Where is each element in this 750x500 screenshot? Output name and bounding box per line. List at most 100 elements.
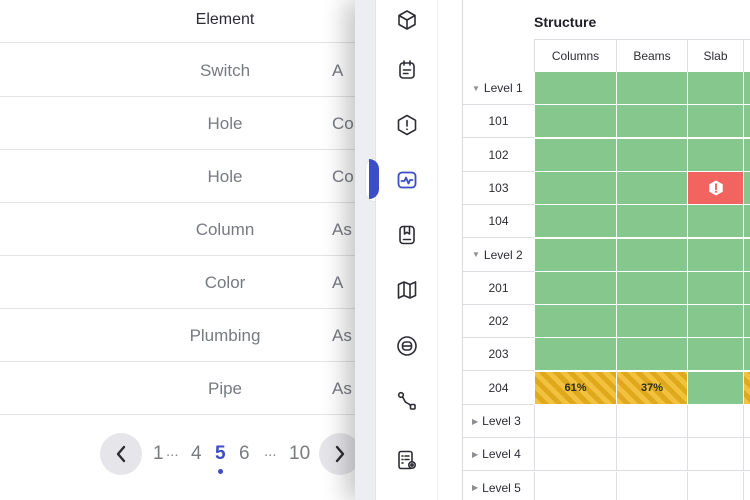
list-item[interactable]: Column As bbox=[0, 203, 360, 256]
status-cell-done[interactable] bbox=[743, 271, 750, 305]
status-cell-empty[interactable] bbox=[687, 405, 743, 438]
status-cell-done[interactable] bbox=[687, 238, 743, 272]
level-group-row[interactable]: ▶ Level 4 bbox=[463, 438, 534, 472]
column-header-beams[interactable]: Beams bbox=[616, 39, 687, 72]
rail-item-routes[interactable] bbox=[376, 381, 438, 421]
status-cell-done[interactable] bbox=[616, 205, 687, 239]
status-cell-done[interactable] bbox=[534, 205, 616, 239]
status-cell-done[interactable] bbox=[743, 238, 750, 272]
status-cell-empty[interactable] bbox=[616, 438, 687, 472]
caret-down-icon[interactable]: ▼ bbox=[472, 250, 480, 259]
level-group-row[interactable]: ▼ Level 2 bbox=[463, 239, 534, 272]
status-cell-done[interactable] bbox=[616, 305, 687, 339]
list-item[interactable]: Color A bbox=[0, 256, 360, 309]
status-cell-done[interactable] bbox=[534, 338, 616, 372]
status-cell-empty[interactable] bbox=[616, 405, 687, 438]
caret-right-icon[interactable]: ▶ bbox=[472, 449, 479, 459]
list-item[interactable]: Switch A bbox=[0, 44, 360, 97]
rail-item-model[interactable] bbox=[376, 0, 438, 40]
unit-row-label: 204 bbox=[463, 372, 534, 405]
status-cell-partial[interactable]: 61% bbox=[534, 371, 616, 405]
grid-group-title: Structure bbox=[534, 14, 597, 30]
rail-item-saved[interactable] bbox=[376, 215, 438, 255]
rail-item-progress[interactable] bbox=[376, 160, 438, 200]
status-cell-empty[interactable] bbox=[534, 471, 616, 500]
caret-right-icon[interactable]: ▶ bbox=[472, 483, 479, 493]
status-cell-done[interactable] bbox=[534, 171, 616, 205]
level-group-row[interactable]: ▼ Level 1 bbox=[463, 72, 534, 105]
page-4[interactable]: 4 bbox=[191, 443, 202, 464]
pagination: 1 ... 4 5 6 ... 10 bbox=[0, 427, 361, 483]
status-cell-empty[interactable] bbox=[687, 438, 743, 472]
level-group-row[interactable]: ▶ Level 5 bbox=[463, 472, 534, 500]
status-cell-done[interactable] bbox=[743, 105, 750, 139]
status-cell-done[interactable] bbox=[687, 105, 743, 139]
status-cell-done[interactable] bbox=[687, 271, 743, 305]
status-cell-done[interactable] bbox=[534, 305, 616, 339]
rail-item-issues[interactable] bbox=[376, 105, 438, 145]
status-cell-done[interactable] bbox=[687, 371, 743, 405]
prev-page-button[interactable] bbox=[100, 433, 142, 475]
column-header-slab[interactable]: Slab bbox=[687, 39, 743, 72]
caret-right-icon[interactable]: ▶ bbox=[472, 416, 479, 426]
status-cell-partial[interactable]: 37% bbox=[616, 371, 687, 405]
list-item[interactable]: Hole Co bbox=[0, 150, 360, 203]
status-cell-partial[interactable] bbox=[743, 371, 750, 405]
rail-item-map[interactable] bbox=[376, 270, 438, 310]
rail-item-schedule[interactable] bbox=[376, 50, 438, 90]
status-cell-done[interactable] bbox=[687, 138, 743, 172]
rail-item-reports[interactable] bbox=[376, 440, 438, 480]
calendar-note-icon bbox=[399, 60, 415, 79]
rail-item-records[interactable] bbox=[376, 326, 438, 366]
status-cell-done[interactable] bbox=[687, 305, 743, 339]
status-cell-done[interactable] bbox=[687, 338, 743, 372]
progress-grid: Structure Columns Beams Slab ▼ Level 1 101 10… bbox=[462, 0, 750, 500]
status-cell-error[interactable] bbox=[687, 171, 743, 205]
status-cell-done[interactable] bbox=[743, 171, 750, 205]
page-10[interactable]: 10 bbox=[289, 443, 311, 464]
status-cell-done[interactable] bbox=[616, 238, 687, 272]
status-cell-done[interactable] bbox=[616, 105, 687, 139]
status-cell-done[interactable] bbox=[616, 138, 687, 172]
icon-sidebar bbox=[375, 0, 437, 500]
status-cell-done[interactable] bbox=[687, 72, 743, 105]
status-cell-done[interactable] bbox=[687, 205, 743, 239]
list-item[interactable]: Plumbing As bbox=[0, 309, 360, 362]
status-cell-done[interactable] bbox=[743, 305, 750, 339]
chevron-right-icon bbox=[335, 445, 345, 463]
status-cell-done[interactable] bbox=[534, 72, 616, 105]
list-item[interactable]: Pipe As bbox=[0, 362, 360, 415]
status-cell-empty[interactable] bbox=[743, 405, 750, 438]
status-cell-done[interactable] bbox=[743, 138, 750, 172]
report-settings-icon bbox=[398, 450, 417, 470]
list-header: Element bbox=[0, 0, 360, 43]
page-1[interactable]: 1 bbox=[153, 443, 164, 464]
status-cell-done[interactable] bbox=[616, 271, 687, 305]
status-cell-done[interactable] bbox=[616, 338, 687, 372]
level-group-row[interactable]: ▶ Level 3 bbox=[463, 405, 534, 438]
caret-down-icon[interactable]: ▼ bbox=[472, 83, 480, 93]
status-cell-done[interactable] bbox=[534, 105, 616, 139]
status-cell-done[interactable] bbox=[743, 72, 750, 105]
status-cell-done[interactable] bbox=[616, 171, 687, 205]
row-label-text: Level 5 bbox=[482, 480, 521, 495]
status-cell-done[interactable] bbox=[743, 338, 750, 372]
status-cell-done[interactable] bbox=[534, 138, 616, 172]
list-item-element: Hole bbox=[207, 167, 243, 186]
column-header-element[interactable]: Element bbox=[195, 11, 255, 28]
list-item[interactable]: Hole Co bbox=[0, 97, 360, 150]
status-cell-empty[interactable] bbox=[687, 471, 743, 500]
status-cell-done[interactable] bbox=[616, 72, 687, 105]
status-cell-done[interactable] bbox=[534, 238, 616, 272]
status-cell-empty[interactable] bbox=[743, 438, 750, 472]
status-cell-empty[interactable] bbox=[616, 471, 687, 500]
status-cell-empty[interactable] bbox=[534, 405, 616, 438]
page-5-current[interactable]: 5 bbox=[215, 443, 226, 464]
status-cell-empty[interactable] bbox=[534, 438, 616, 472]
page-6[interactable]: 6 bbox=[239, 443, 250, 464]
status-cell-empty[interactable] bbox=[743, 471, 750, 500]
status-cell-done[interactable] bbox=[534, 271, 616, 305]
next-page-button[interactable] bbox=[319, 433, 361, 475]
column-header-columns[interactable]: Columns bbox=[534, 39, 616, 72]
status-cell-done[interactable] bbox=[743, 205, 750, 239]
